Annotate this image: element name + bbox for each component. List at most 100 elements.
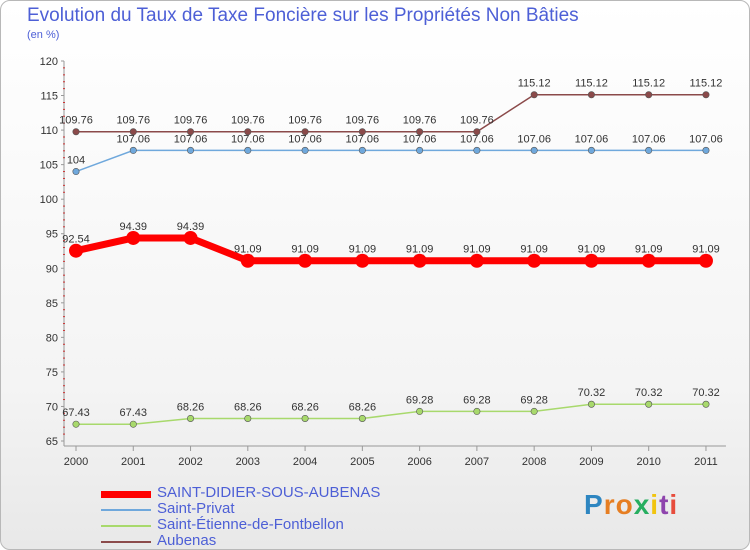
y-tick-label: 70 <box>46 401 58 413</box>
data-point <box>587 146 595 154</box>
logo-letter: i <box>650 489 660 520</box>
data-label: 107.06 <box>174 133 208 145</box>
legend-swatch <box>101 509 151 511</box>
chart-title: Evolution du Taux de Taxe Foncière sur l… <box>27 5 579 26</box>
data-label: 115.12 <box>632 78 665 90</box>
x-tick-label: 2010 <box>636 456 660 468</box>
data-point <box>645 400 653 408</box>
logo-letter: t <box>659 489 670 520</box>
data-label: 94.39 <box>177 221 205 233</box>
data-point <box>129 420 137 428</box>
series-line <box>75 234 706 265</box>
x-tick-label: 2008 <box>522 456 546 468</box>
data-point <box>240 253 255 268</box>
logo-letter: o <box>615 489 634 520</box>
data-point <box>301 414 309 422</box>
logo-letter: P <box>584 489 604 520</box>
data-label: 109.76 <box>460 115 494 127</box>
proxiti-logo: Proxiti <box>584 489 678 521</box>
data-label: 109.76 <box>59 115 93 127</box>
legend-swatch <box>101 541 151 543</box>
data-label: 91.09 <box>234 244 262 256</box>
y-tick-label: 65 <box>46 436 58 448</box>
data-label: 70.32 <box>578 387 606 399</box>
data-point <box>473 128 481 136</box>
data-point <box>530 407 538 415</box>
data-label: 109.76 <box>231 115 265 127</box>
data-label: 107.06 <box>575 133 609 145</box>
data-point <box>698 253 713 268</box>
y-tick-label: 100 <box>40 194 58 206</box>
data-label: 68.26 <box>349 401 377 413</box>
data-point <box>527 253 542 268</box>
logo-letter: x <box>633 489 651 520</box>
legend-swatch <box>101 491 151 498</box>
y-tick-label: 110 <box>40 125 58 137</box>
data-point <box>645 146 653 154</box>
y-tick-label: 75 <box>46 367 58 379</box>
data-label: 91.09 <box>406 244 434 256</box>
y-tick-label: 105 <box>40 160 58 172</box>
logo-letter: i <box>669 489 679 520</box>
x-tick-label: 2004 <box>293 456 317 468</box>
data-label: 69.28 <box>463 394 491 406</box>
data-point <box>72 128 80 136</box>
data-point <box>645 91 653 99</box>
series-line <box>76 93 706 133</box>
data-label: 91.09 <box>463 244 491 256</box>
legend-label: Saint-Étienne-de-Fontbellon <box>157 516 344 533</box>
data-point <box>129 146 137 154</box>
data-point <box>358 146 366 154</box>
data-label: 67.43 <box>120 407 148 419</box>
data-point <box>187 414 195 422</box>
data-point <box>126 230 141 245</box>
data-label: 107.06 <box>231 133 265 145</box>
data-point <box>416 146 424 154</box>
data-label: 115.12 <box>518 78 551 90</box>
y-axis-unit: (en %) <box>27 29 60 41</box>
x-tick-label: 2002 <box>178 456 202 468</box>
data-label: 107.06 <box>288 133 322 145</box>
data-label: 92.54 <box>62 234 90 246</box>
data-point <box>187 146 195 154</box>
data-point <box>187 128 195 136</box>
data-label: 69.28 <box>520 394 548 406</box>
x-tick-label: 2000 <box>64 456 88 468</box>
data-label: 107.06 <box>403 133 437 145</box>
data-point <box>358 128 366 136</box>
data-label: 68.26 <box>234 401 262 413</box>
data-point <box>587 91 595 99</box>
data-label: 91.09 <box>578 244 606 256</box>
x-tick-label: 2007 <box>465 456 489 468</box>
data-label: 67.43 <box>62 407 90 419</box>
data-point <box>641 253 656 268</box>
data-label: 68.26 <box>177 401 205 413</box>
data-label: 107.06 <box>632 133 666 145</box>
data-point <box>72 168 80 176</box>
x-tick-label: 2011 <box>694 456 718 468</box>
data-point <box>183 230 198 245</box>
data-point <box>298 253 313 268</box>
data-point <box>244 128 252 136</box>
data-label: 94.39 <box>120 221 148 233</box>
y-tick-label: 95 <box>46 229 58 241</box>
data-point <box>473 146 481 154</box>
data-label: 70.32 <box>692 387 720 399</box>
y-tick-label: 90 <box>46 263 58 275</box>
data-label: 107.06 <box>689 133 723 145</box>
data-point <box>412 253 427 268</box>
data-point <box>416 407 424 415</box>
x-tick-label: 2005 <box>350 456 374 468</box>
data-label: 109.76 <box>288 115 322 127</box>
data-label: 107.06 <box>116 133 150 145</box>
data-label: 107.06 <box>460 133 494 145</box>
data-label: 107.06 <box>346 133 380 145</box>
data-point <box>69 243 83 258</box>
data-label: 109.76 <box>116 115 150 127</box>
data-label: 115.12 <box>690 78 723 90</box>
legend-label: SAINT-DIDIER-SOUS-AUBENAS <box>157 484 381 501</box>
data-point <box>702 91 710 99</box>
x-tick-label: 2009 <box>579 456 603 468</box>
